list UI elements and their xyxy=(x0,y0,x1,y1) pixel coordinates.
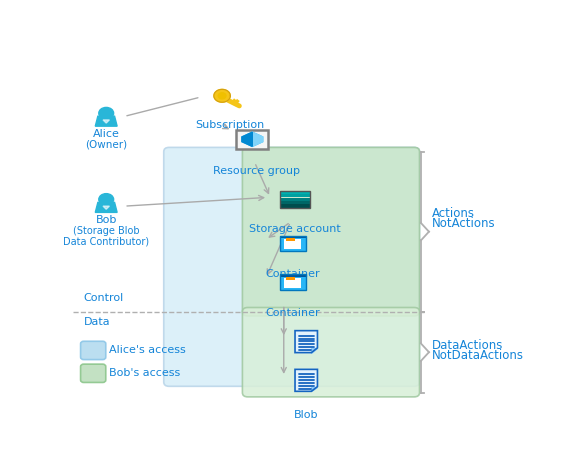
Text: Alice: Alice xyxy=(93,129,119,139)
Polygon shape xyxy=(95,202,117,213)
FancyBboxPatch shape xyxy=(286,277,295,280)
Text: Bob: Bob xyxy=(96,215,117,225)
Circle shape xyxy=(99,194,114,205)
Polygon shape xyxy=(95,116,117,126)
FancyBboxPatch shape xyxy=(280,236,306,251)
Polygon shape xyxy=(311,387,317,391)
FancyBboxPatch shape xyxy=(164,148,419,386)
Text: Storage account: Storage account xyxy=(249,224,341,234)
FancyBboxPatch shape xyxy=(242,148,419,316)
Polygon shape xyxy=(242,132,263,146)
Polygon shape xyxy=(103,120,110,123)
FancyBboxPatch shape xyxy=(280,201,310,204)
Text: Data Contributor): Data Contributor) xyxy=(63,237,149,247)
FancyBboxPatch shape xyxy=(286,238,295,241)
Text: Data: Data xyxy=(84,317,110,327)
FancyBboxPatch shape xyxy=(280,198,310,201)
Text: Control: Control xyxy=(84,293,124,303)
FancyBboxPatch shape xyxy=(280,191,310,194)
FancyBboxPatch shape xyxy=(284,239,301,250)
Polygon shape xyxy=(214,90,230,102)
FancyBboxPatch shape xyxy=(280,236,306,239)
Polygon shape xyxy=(295,331,317,353)
Text: (Storage Blob: (Storage Blob xyxy=(73,226,140,236)
FancyBboxPatch shape xyxy=(280,274,306,290)
Text: Bob's access: Bob's access xyxy=(110,368,180,378)
Polygon shape xyxy=(295,369,317,391)
Text: DataActions: DataActions xyxy=(432,339,503,351)
FancyBboxPatch shape xyxy=(242,308,419,397)
Text: Blob: Blob xyxy=(294,410,318,420)
FancyBboxPatch shape xyxy=(284,278,301,288)
Polygon shape xyxy=(103,206,110,209)
Text: Container: Container xyxy=(266,308,320,318)
Text: Subscription: Subscription xyxy=(195,120,264,130)
Polygon shape xyxy=(252,132,263,146)
FancyBboxPatch shape xyxy=(280,204,310,207)
Text: NotDataActions: NotDataActions xyxy=(432,349,524,362)
FancyBboxPatch shape xyxy=(280,194,310,197)
FancyBboxPatch shape xyxy=(81,341,106,360)
Polygon shape xyxy=(218,93,226,99)
FancyBboxPatch shape xyxy=(236,130,269,149)
Circle shape xyxy=(99,107,114,119)
Polygon shape xyxy=(311,348,317,353)
Text: Blob: Blob xyxy=(294,372,318,382)
Text: Resource group: Resource group xyxy=(213,166,300,175)
FancyBboxPatch shape xyxy=(280,274,306,277)
Text: Actions: Actions xyxy=(432,207,475,220)
Text: NotActions: NotActions xyxy=(432,217,496,230)
Text: Container: Container xyxy=(266,270,320,280)
Polygon shape xyxy=(242,132,252,146)
Text: (Owner): (Owner) xyxy=(85,140,127,150)
FancyBboxPatch shape xyxy=(81,364,106,383)
Text: Alice's access: Alice's access xyxy=(110,345,186,356)
